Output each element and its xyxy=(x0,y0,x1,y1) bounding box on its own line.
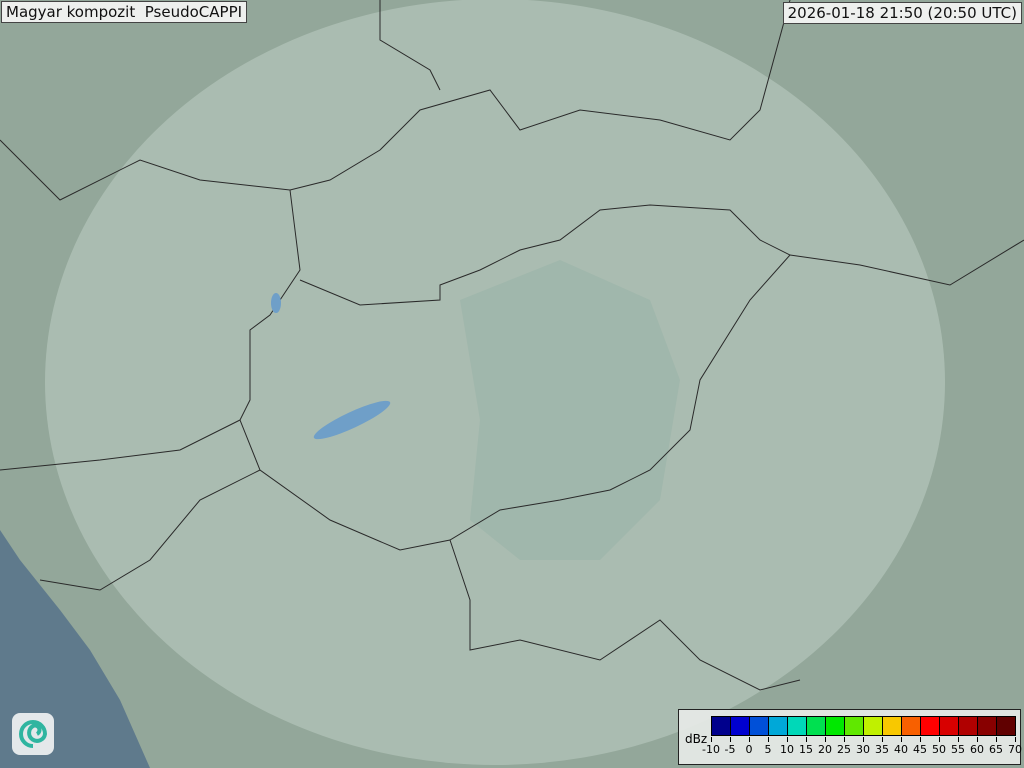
legend-tick-label: -5 xyxy=(724,743,736,756)
legend-tick-label: 70 xyxy=(1008,743,1022,756)
legend-tick-mark xyxy=(825,737,826,742)
legend-tick-label: 35 xyxy=(875,743,889,756)
legend-tick-mark xyxy=(730,737,731,742)
legend-swatch xyxy=(921,717,940,735)
legend-swatch xyxy=(807,717,826,735)
legend-tick-mark xyxy=(920,737,921,742)
legend-swatch xyxy=(750,717,769,735)
legend-tick-mark xyxy=(749,737,750,742)
legend-tick-label: 5 xyxy=(764,743,772,756)
legend-tick-label: 45 xyxy=(913,743,927,756)
legend-tick-mark xyxy=(1015,737,1016,742)
legend-swatch xyxy=(940,717,959,735)
legend-tick-mark xyxy=(787,737,788,742)
legend-tick-mark xyxy=(939,737,940,742)
legend-swatch xyxy=(769,717,788,735)
legend-tick-label: 65 xyxy=(989,743,1003,756)
radar-coverage-area xyxy=(45,0,945,765)
legend-tick-label: 10 xyxy=(780,743,794,756)
great-plain xyxy=(460,260,680,560)
legend-swatch xyxy=(902,717,921,735)
legend-tick-mark xyxy=(977,737,978,742)
legend-tick-mark xyxy=(882,737,883,742)
legend-tick-label: 25 xyxy=(837,743,851,756)
legend-unit: dBz xyxy=(685,732,708,746)
legend-tick-label: 55 xyxy=(951,743,965,756)
legend-colorbar xyxy=(711,716,1016,736)
legend-tick-mark xyxy=(711,737,712,742)
legend-tick-label: 30 xyxy=(856,743,870,756)
map-title: Magyar kompozit PseudoCAPPI xyxy=(1,1,248,23)
legend-tick-mark xyxy=(996,737,997,742)
legend-tick-label: 0 xyxy=(745,743,753,756)
legend-swatch xyxy=(826,717,845,735)
adriatic-sea xyxy=(0,530,150,768)
legend-tick-mark xyxy=(901,737,902,742)
legend-swatch xyxy=(997,717,1015,735)
country-borders xyxy=(0,0,1024,691)
legend-swatch xyxy=(883,717,902,735)
dbz-legend: dBz -10 -5 0 5 10 15 20 25 30 35 40 45 50 55 60 65 70 xyxy=(678,709,1022,765)
legend-tick-mark xyxy=(768,737,769,742)
legend-swatch xyxy=(864,717,883,735)
legend-tick-mark xyxy=(806,737,807,742)
legend-tick-label: 15 xyxy=(799,743,813,756)
legend-tick-label: 40 xyxy=(894,743,908,756)
lake-neusiedl xyxy=(271,293,281,313)
legend-swatch xyxy=(845,717,864,735)
legend-swatch xyxy=(788,717,807,735)
legend-tick-mark xyxy=(844,737,845,742)
legend-swatch xyxy=(712,717,731,735)
legend-tick-label: -10 xyxy=(702,743,720,756)
legend-swatch xyxy=(731,717,750,735)
legend-tick-mark xyxy=(863,737,864,742)
lake-balaton xyxy=(313,400,391,440)
legend-swatch xyxy=(978,717,997,735)
legend-tick-label: 20 xyxy=(818,743,832,756)
legend-tick-label: 50 xyxy=(932,743,946,756)
legend-tick-mark xyxy=(958,737,959,742)
legend-swatch xyxy=(959,717,978,735)
timestamp: 2026-01-18 21:50 (20:50 UTC) xyxy=(782,2,1022,24)
legend-tick-label: 60 xyxy=(970,743,984,756)
swirl-logo-icon xyxy=(12,713,54,755)
